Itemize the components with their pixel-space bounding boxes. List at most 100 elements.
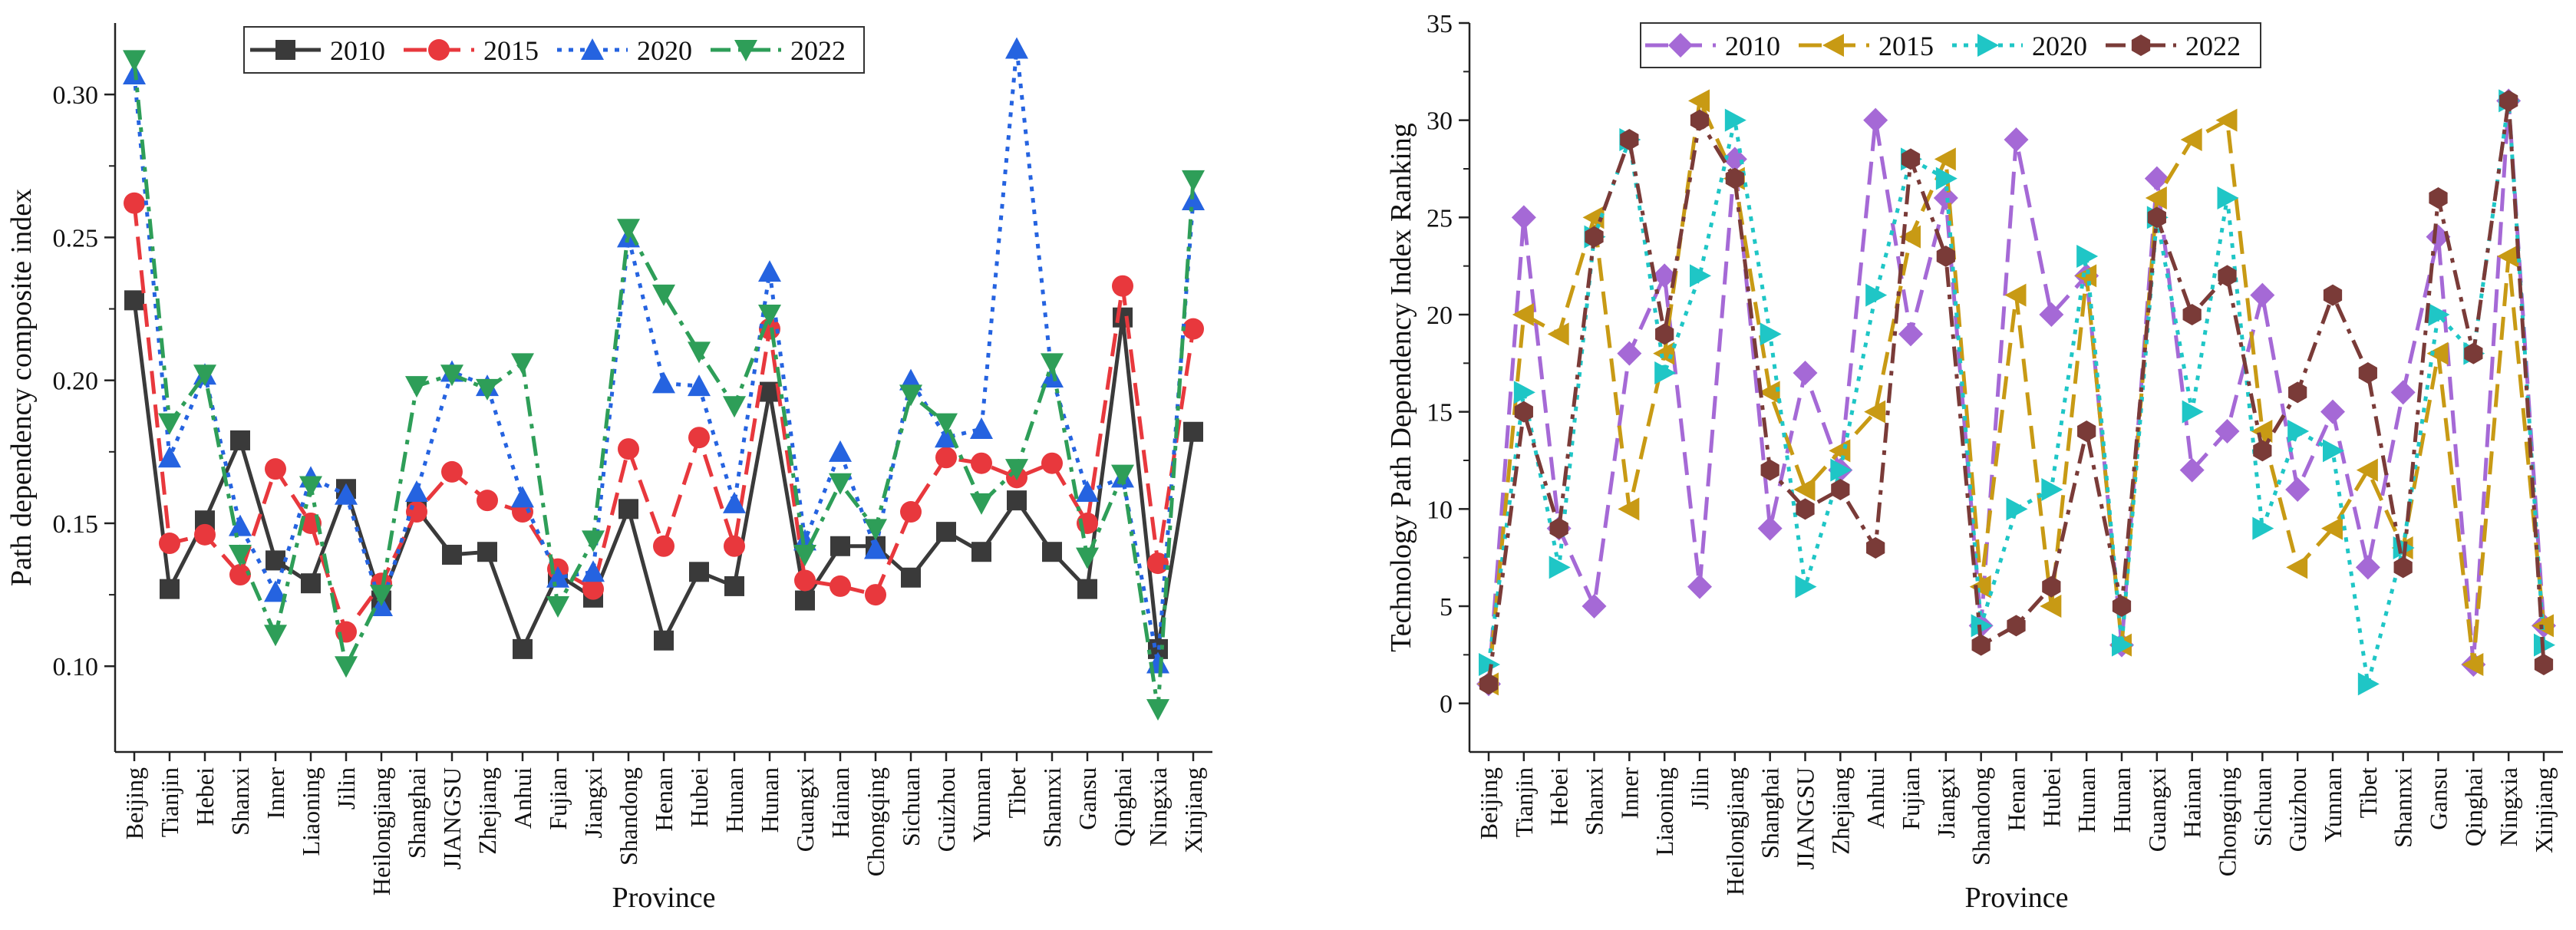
data-point-2022 [1971,634,1991,656]
data-point-2015 [2004,283,2027,307]
left-legend: 2010 2015 2020 2022 [243,26,865,74]
x-tick-label: Guizhou [932,767,960,852]
legend-entry-2015: 2015 [1799,31,1934,61]
x-tick-label: Tianjin [1510,767,1538,837]
x-tick-label: JIANGSU [1792,767,1819,869]
x-tick-label: Henan [650,767,678,832]
data-point-2020 [1760,322,1782,346]
data-point-2022 [2147,206,2166,229]
x-tick-label: Shandong [615,767,642,866]
data-point-2010 [654,630,674,651]
data-point-2022 [2182,304,2202,325]
data-point-2022 [1831,479,1850,500]
data-point-2020 [2006,497,2028,521]
x-tick-label: Xinjiang [1179,767,1207,853]
data-point-2015 [1182,318,1204,340]
data-point-2020 [2534,633,2555,657]
data-point-2022 [1479,673,1499,695]
data-point-2020 [229,514,252,536]
series-line-2010 [132,300,1196,651]
data-point-2010 [2355,555,2380,580]
x-tick-label: Heilongjiang [368,767,395,895]
x-tick-label: Tianjin [156,767,183,837]
x-tick-label: Hunan [721,767,748,833]
x-tick-label: Hubei [685,767,713,827]
data-point-2015 [2075,264,2097,288]
x-tick-label: Fujian [544,767,572,830]
x-tick-label: Shannxi [2390,767,2417,848]
x-tick-label: Ningxia [1144,767,1172,846]
x-tick-label: Shanxi [226,767,254,836]
data-point-2022 [1514,401,1533,423]
data-point-2015 [1899,225,1921,249]
data-point-2010 [1582,594,1607,618]
chart-left-composite-index: 0.10 0.15 0.20 0.25 0.30 Beijing Tianjin Hebei… [5,23,1212,914]
data-point-2010 [1042,542,1062,562]
data-point-2022 [652,284,675,306]
legend-marker [2131,35,2151,56]
x-tick-label: Shanghai [403,767,430,859]
right-y-ticks: 0 5 10 15 20 25 30 35 [1427,10,1469,719]
legend-entry-2022: 2022 [2106,31,2241,61]
x-tick-label: Shanxi [1581,767,1608,836]
data-point-2010 [1007,490,1027,511]
data-point-2010 [2390,380,2416,405]
data-point-2010 [2285,477,2310,502]
data-point-2010 [2320,399,2345,424]
data-point-2020 [1005,37,1028,59]
x-tick-label: JIANGSU [438,767,466,869]
data-point-2015 [653,535,675,557]
data-point-2022 [440,364,463,387]
x-tick-label: Shandong [1967,767,1995,866]
x-tick-label: Chongqing [2214,767,2241,876]
data-point-2015 [582,578,604,600]
right-series-group [1476,88,2556,697]
data-point-2020 [1076,480,1099,502]
data-point-2010 [513,638,533,659]
data-point-2010 [830,536,850,556]
right-y-axis-label: Technology Path Dependency Index Ranking [1385,123,1417,652]
y-tick-label: 25 [1427,204,1453,232]
data-point-2022 [2042,575,2061,598]
data-point-2022 [158,413,181,435]
data-point-2022 [1076,547,1099,569]
data-point-2022 [193,364,216,387]
data-point-2010 [724,575,744,596]
data-point-2015 [1864,400,1886,424]
data-point-2020 [723,491,746,513]
data-point-2020 [2428,303,2450,326]
data-point-2015 [724,535,745,557]
x-tick-label: Guangxi [2143,767,2171,852]
data-point-2020 [335,483,358,505]
x-tick-label: Sichuan [2248,767,2276,846]
data-point-2022 [405,376,428,398]
data-point-2022 [264,625,287,647]
x-tick-label: Jilin [1686,767,1713,810]
data-point-2022 [2077,420,2096,442]
chart-right-ranking: 0 5 10 15 20 25 30 35 Beijing Tianjin Hebei Shanxi… [1385,10,2563,914]
x-tick-label: Hebei [191,767,219,826]
data-point-2020 [758,260,781,282]
data-point-2020 [582,560,605,582]
legend-label: 2015 [483,35,539,66]
data-point-2010 [2039,302,2064,327]
data-point-2010 [442,544,462,565]
data-point-2022 [1655,323,1674,345]
data-point-2010 [2144,166,2169,191]
x-tick-label: Beijing [120,767,148,839]
data-point-2022 [2534,654,2554,675]
y-tick-label: 20 [1427,302,1453,330]
y-tick-label: 0.25 [53,224,99,252]
y-tick-label: 35 [1427,10,1453,38]
y-tick-label: 5 [1440,593,1453,622]
data-point-2015 [794,569,816,592]
data-point-2022 [617,219,640,241]
data-point-2010 [2215,419,2240,444]
data-point-2010 [936,522,956,542]
data-point-2015 [2497,245,2519,268]
x-tick-label: Guangxi [791,767,819,852]
x-tick-label: Sichuan [897,767,925,846]
y-tick-label: 15 [1427,399,1453,427]
data-point-2022 [2499,90,2518,112]
